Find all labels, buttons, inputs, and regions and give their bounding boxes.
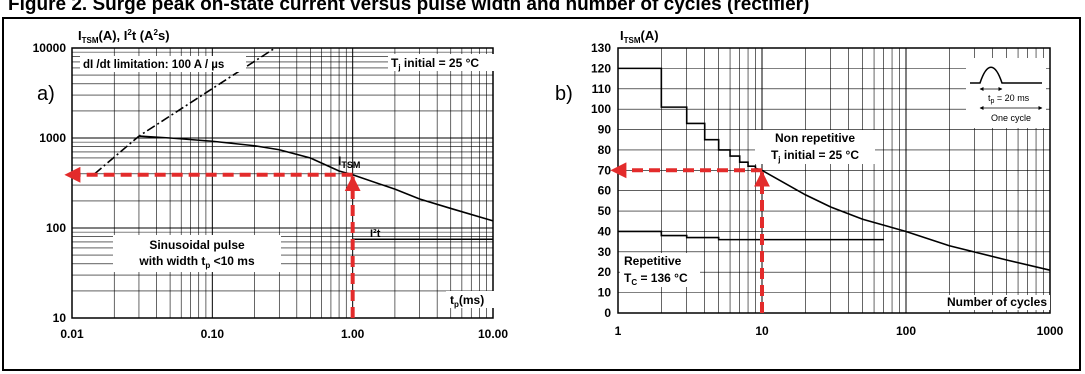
panel-a-tj-annotation: Tj initial = 25 °C xyxy=(391,56,479,72)
panel-b-tick-labels: 1 10 100 1000010203040506070809010011012013… xyxy=(591,41,1064,338)
y-tick-label: 20 xyxy=(598,265,612,279)
y-tick-label: 1000 xyxy=(39,131,66,145)
y-tick-label: 40 xyxy=(598,224,612,238)
y-tick-label: 30 xyxy=(598,245,612,259)
inset-pulse-line xyxy=(970,66,1042,84)
panel-a-itsm-label: ITSM xyxy=(338,154,360,170)
y-tick-label: 10 xyxy=(598,286,612,300)
figure-caption: Figure 2. Surge peak on-state current ve… xyxy=(8,0,810,15)
panel-a-i2t-label: I²t xyxy=(370,228,381,240)
y-tick-label: 90 xyxy=(598,123,612,137)
panel-a-series xyxy=(64,47,494,318)
series-line xyxy=(138,135,494,222)
panel-b-label: b) xyxy=(555,83,573,105)
x-tick-label: 10 xyxy=(755,324,769,338)
y-tick-label: 50 xyxy=(598,204,612,218)
y-tick-label: 80 xyxy=(598,143,612,157)
panel-a-didt-bg xyxy=(80,56,246,72)
x-tick-label: 1 xyxy=(615,324,622,338)
panel-b-tc-label: TC = 136 °C xyxy=(624,271,688,287)
y-tick-label: 130 xyxy=(591,41,611,55)
panel-b-tj-label: Tj initial = 25 °C xyxy=(771,148,859,164)
panel-b-x-label-bg xyxy=(924,295,1050,310)
panel-a-x-label-bg xyxy=(446,291,505,308)
figure-frame xyxy=(2,17,1081,371)
panel-a-y-axis-label: ITSM(A), I2t (A2s) xyxy=(78,28,170,45)
panel-a: 0.01 0.10 1.00 10.00 10 100 1000 10000 a) ITSM(… xyxy=(33,28,510,341)
y-tick-label: 60 xyxy=(598,184,612,198)
panel-b-series xyxy=(610,67,1051,313)
inset-tp-label: tp = 20 ms xyxy=(988,93,1030,105)
x-tick-label: 1.00 xyxy=(341,327,365,341)
y-tick-label: 0 xyxy=(604,306,611,320)
panel-a-label: a) xyxy=(37,83,55,105)
inset-bg xyxy=(966,58,1046,128)
panel-b-rep-bg xyxy=(620,253,700,287)
x-tick-label: 100 xyxy=(896,324,916,338)
inset-cycle-label: One cycle xyxy=(991,113,1031,123)
panel-b-rep-label: Repetitive xyxy=(624,254,682,268)
x-tick-label: 0.10 xyxy=(201,327,225,341)
panel-b-nonrep-bg xyxy=(755,130,875,164)
caption-strip: Figure 2. Surge peak on-state current ve… xyxy=(2,0,1083,19)
y-tick-label: 70 xyxy=(598,163,612,177)
panel-a-sine-line1: Sinusoidal pulse xyxy=(149,238,245,252)
panel-a-tick-labels: 0.01 0.10 1.00 10.00 10 100 1000 10000 xyxy=(33,41,509,341)
panel-a-didt-annotation: dI /dt limitation: 100 A / µs xyxy=(83,59,224,71)
series-line xyxy=(618,67,1051,271)
x-tick-label: 10.00 xyxy=(478,327,508,341)
panel-a-plot-frame xyxy=(71,47,494,319)
series-line xyxy=(618,230,884,241)
y-tick-label: 110 xyxy=(592,82,612,96)
panel-a-tj-bg xyxy=(388,54,510,71)
panel-a-sine-line2: with width tp <10 ms xyxy=(138,254,255,270)
panel-b-y-axis-label: ITSM(A) xyxy=(620,28,659,45)
panel-b-x-axis-label: Number of cycles xyxy=(947,295,1047,309)
panel-a-sine-box xyxy=(113,235,281,272)
panel-b-nonrep-label: Non repetitive xyxy=(775,131,855,145)
panel-a-x-axis-label: tp(ms) xyxy=(450,293,484,309)
y-tick-label: 10 xyxy=(53,311,67,325)
panel-b-inset-waveform: tp = 20 ms One cycle xyxy=(966,58,1046,128)
y-tick-label: 100 xyxy=(46,221,66,235)
x-tick-label: 0.01 xyxy=(60,327,84,341)
x-tick-label: 1000 xyxy=(1037,324,1064,338)
y-tick-label: 100 xyxy=(591,102,611,116)
y-tick-label: 10000 xyxy=(33,41,67,55)
y-tick-label: 120 xyxy=(591,61,611,75)
panel-b-plot-frame xyxy=(617,47,1051,314)
panel-a-grid xyxy=(71,48,493,319)
panel-b: 1 10 100 1000010203040506070809010011012013… xyxy=(555,28,1064,338)
